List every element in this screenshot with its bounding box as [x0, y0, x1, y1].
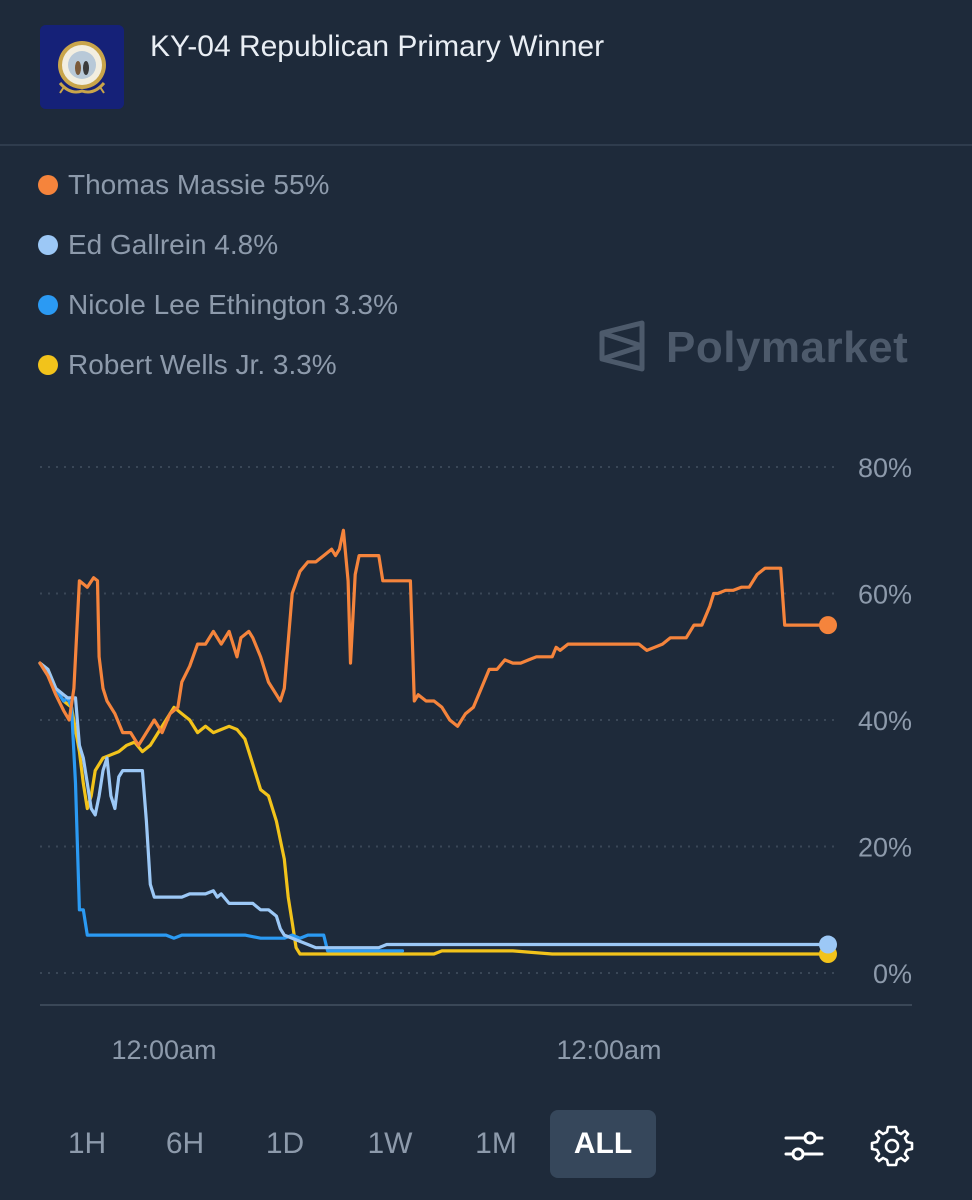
y-tick-label: 60% [858, 580, 912, 610]
legend-name: Thomas Massie [68, 169, 266, 200]
legend-value: 3.3% [272, 349, 337, 380]
legend-item-thomas-massie: Thomas Massie 55% [38, 165, 329, 205]
y-tick-label: 40% [858, 706, 912, 736]
legend-name: Ed Gallrein [68, 229, 207, 260]
x-axis-labels: 12:00am 12:00am [111, 1035, 661, 1065]
legend-item-nicole-lee-ethington: Nicole Lee Ethington 3.3% [38, 285, 398, 325]
time-button-1d[interactable]: 1D [265, 1127, 305, 1160]
market-header: KY-04 Republican Primary Winner [0, 0, 972, 145]
chart-settings-gear-icon[interactable] [870, 1124, 914, 1168]
time-button-1m[interactable]: 1M [475, 1127, 517, 1160]
legend-dot [38, 234, 58, 255]
series-line-ed-gallrein[interactable] [38, 661, 830, 950]
time-button-6h[interactable]: 6H [165, 1127, 205, 1160]
legend-dot [38, 354, 58, 375]
header-divider [0, 144, 972, 146]
legend-dot [38, 174, 58, 195]
grid-lines [40, 466, 838, 974]
price-history-chart[interactable]: 80% 60% 40% 20% 0% 12:00am 12:00am [0, 430, 972, 1090]
time-button-all[interactable]: ALL [550, 1110, 656, 1178]
x-tick-label: 12:00am [556, 1035, 661, 1065]
y-tick-label: 80% [858, 453, 912, 483]
time-button-1h[interactable]: 1H [67, 1127, 107, 1160]
time-button-1w[interactable]: 1W [367, 1127, 413, 1160]
market-title: KY-04 Republican Primary Winner [150, 30, 605, 63]
end-marker-ed-gallrein [819, 935, 837, 954]
series-line-nicole-lee-ethington[interactable] [38, 661, 405, 953]
legend-item-robert-wells-jr: Robert Wells Jr. 3.3% [38, 345, 337, 385]
legend-value: 55% [273, 169, 330, 200]
legend-name: Robert Wells Jr. [68, 349, 266, 380]
series-line-thomas-massie[interactable] [38, 528, 830, 747]
x-tick-label: 12:00am [111, 1035, 216, 1065]
chart-filters-sliders-icon[interactable] [782, 1124, 826, 1168]
end-marker-thomas-massie [819, 616, 837, 635]
polymarket-watermark: Polymarket [598, 318, 908, 378]
polymarket-logo-icon [598, 319, 646, 378]
series-lines[interactable] [38, 528, 830, 956]
y-tick-label: 20% [858, 833, 912, 863]
y-axis-labels: 80% 60% 40% 20% 0% [858, 453, 912, 989]
legend-dot [38, 294, 58, 315]
legend-name: Nicole Lee Ethington [68, 289, 327, 320]
legend-value: 4.8% [214, 229, 279, 260]
time-range-bar: 1H 6H 1D 1W 1M ALL [0, 1110, 972, 1180]
kentucky-seal-logo [40, 25, 124, 109]
legend-item-ed-gallrein: Ed Gallrein 4.8% [38, 225, 278, 265]
series-line-robert-wells-jr[interactable] [38, 661, 830, 956]
legend-value: 3.3% [334, 289, 399, 320]
end-markers [819, 616, 837, 964]
y-tick-label: 0% [873, 959, 912, 989]
watermark-text: Polymarket [666, 323, 909, 372]
